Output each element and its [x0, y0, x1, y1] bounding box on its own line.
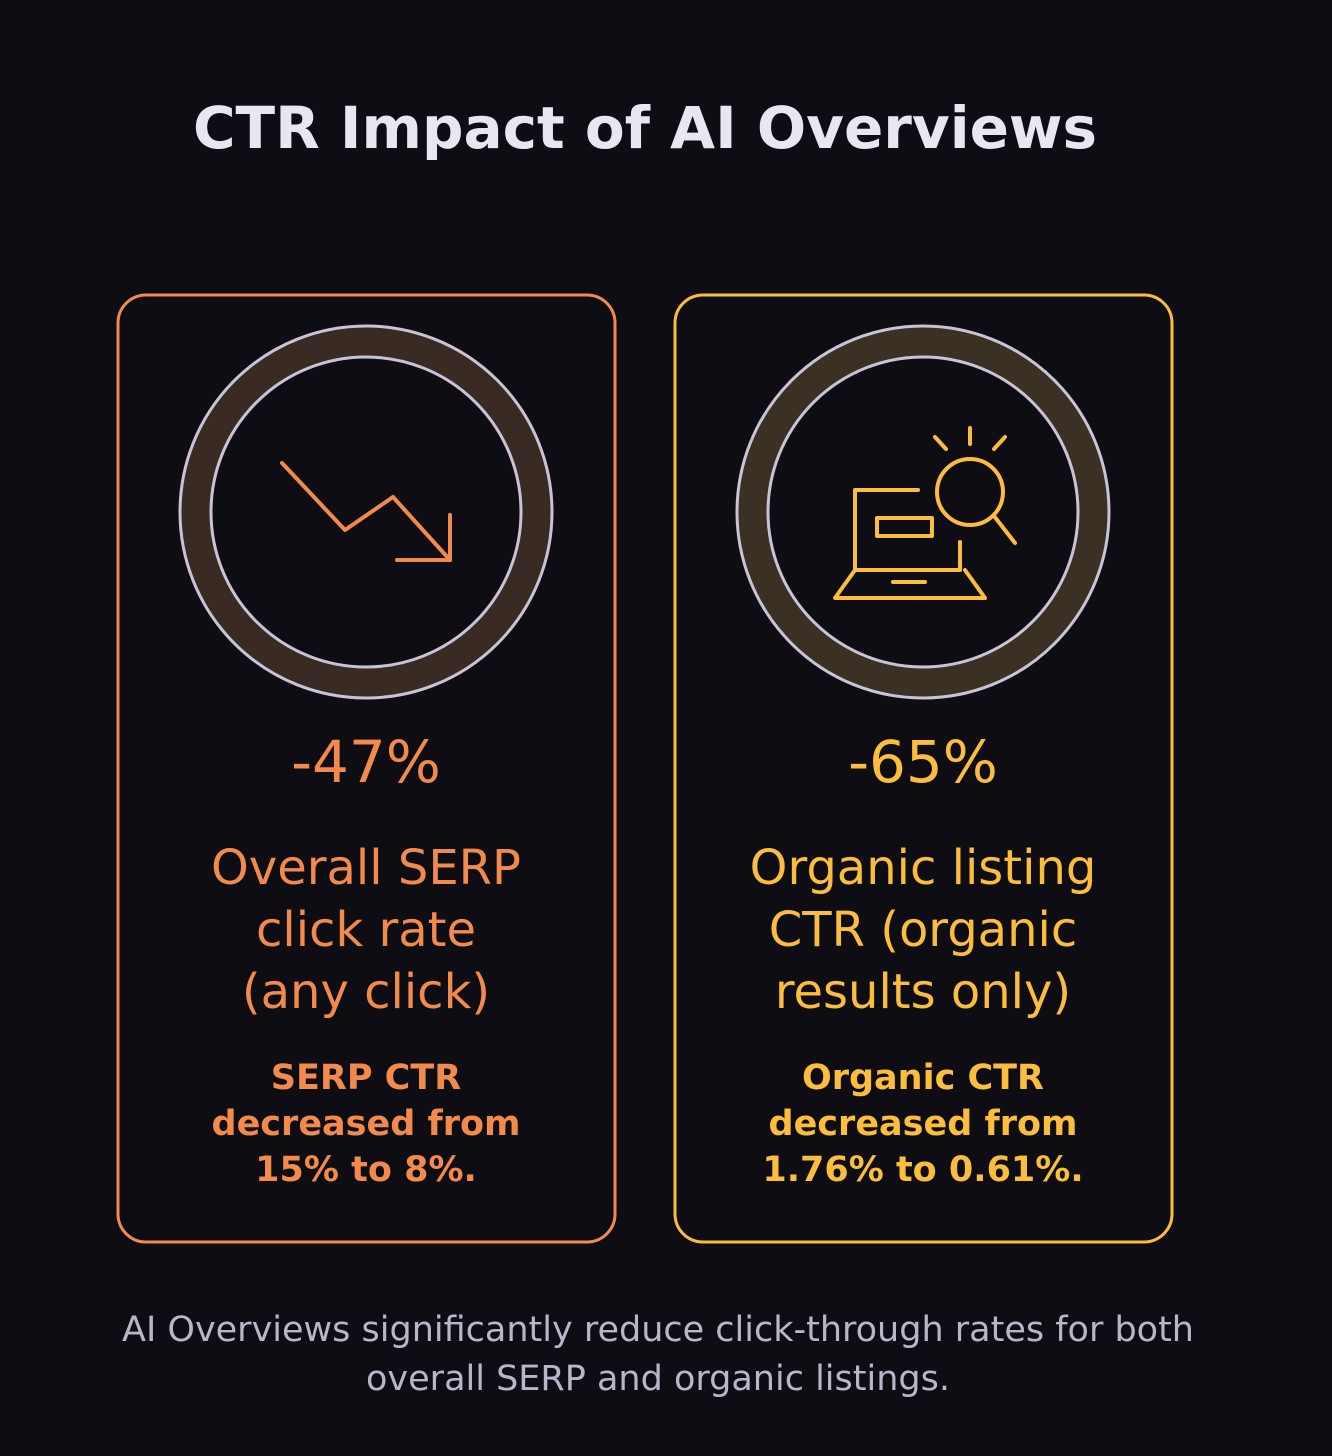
icon-ring	[738, 327, 1108, 697]
stat-label: Overall SERP	[211, 840, 521, 896]
stat-note: decreased from	[212, 1104, 521, 1144]
card	[116, 293, 617, 1244]
stat-value: -47%	[291, 728, 441, 796]
stat-label: click rate	[256, 902, 476, 958]
stat-label: results only)	[775, 964, 1071, 1020]
stat-note: 15% to 8%.	[255, 1150, 477, 1190]
stat-note: decreased from	[769, 1104, 1078, 1144]
laptop-search-icon	[833, 426, 1017, 600]
icon-ring-inner	[766, 355, 1080, 669]
stat-note: SERP CTR	[271, 1058, 461, 1098]
card	[673, 293, 1174, 1244]
icon-ring-outer	[178, 324, 554, 700]
title: CTR Impact of AI Overviews	[193, 94, 1097, 162]
footer-text: AI Overviews significantly reduce click-…	[122, 1310, 1194, 1350]
trend-down-icon	[280, 461, 452, 562]
stat-label: (any click)	[242, 964, 490, 1020]
stat-note: 1.76% to 0.61%.	[762, 1150, 1083, 1190]
icon-ring-inner	[209, 355, 523, 669]
icon-ring	[181, 327, 551, 697]
stat-value: -65%	[848, 728, 998, 796]
stat-note: Organic CTR	[802, 1058, 1044, 1098]
stat-label: CTR (organic	[769, 902, 1077, 958]
icon-ring-outer	[735, 324, 1111, 700]
footer-text: overall SERP and organic listings.	[366, 1359, 950, 1399]
stat-label: Organic listing	[750, 840, 1097, 896]
